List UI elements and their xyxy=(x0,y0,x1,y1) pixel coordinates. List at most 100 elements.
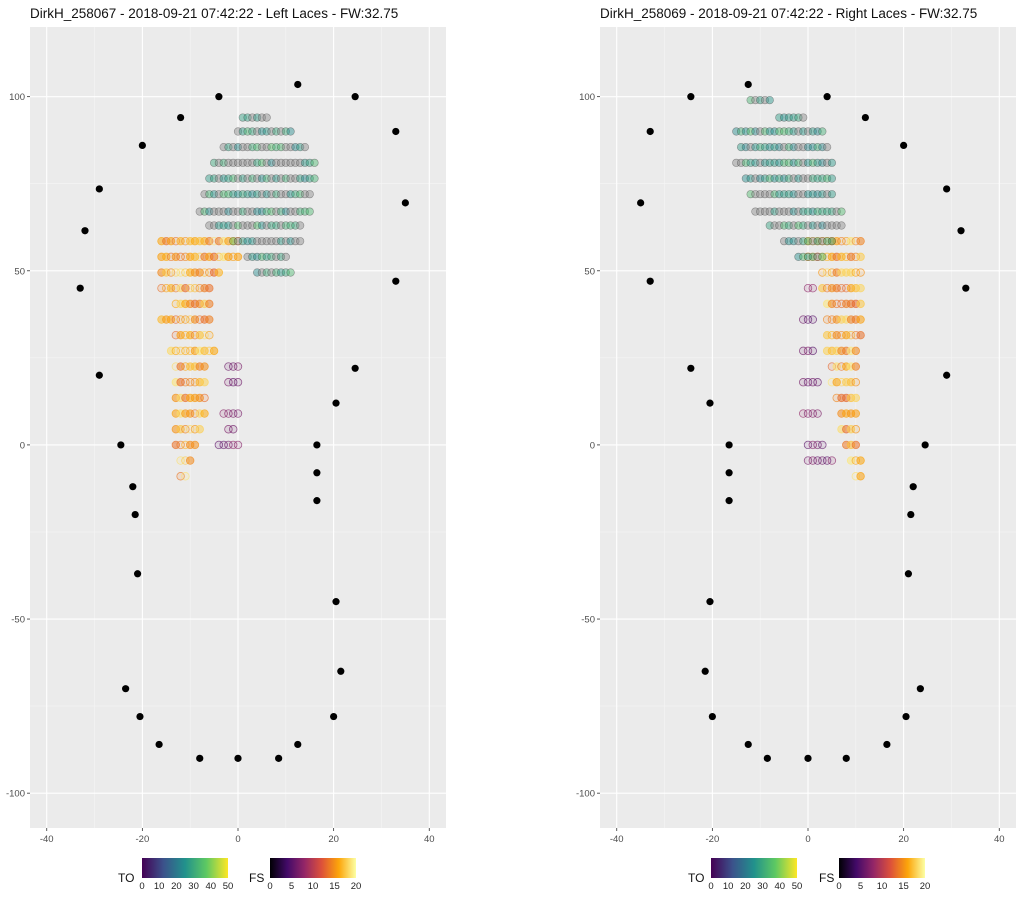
fs-legend-tick: 20 xyxy=(350,881,362,892)
toe-off-point xyxy=(803,190,813,199)
toe-off-point xyxy=(746,96,755,105)
foot-strike-point xyxy=(229,425,238,434)
toe-off-point xyxy=(205,221,214,230)
toe-off-point xyxy=(248,190,257,199)
toe-off-point xyxy=(756,127,765,136)
toe-off-point xyxy=(281,207,290,216)
toe-off-point xyxy=(799,190,808,199)
outline-point xyxy=(957,227,965,235)
toe-off-point xyxy=(219,190,228,199)
outline-point xyxy=(294,740,302,749)
toe-off-point xyxy=(818,127,827,136)
outline-point xyxy=(902,712,910,721)
outline-point xyxy=(76,284,84,292)
y-tick-label: -50 xyxy=(11,615,25,626)
outline-point xyxy=(313,441,321,449)
toe-off-point xyxy=(813,190,822,199)
toe-off-point xyxy=(789,190,798,199)
toe-off-point xyxy=(205,207,214,216)
to-legend-tick: 50 xyxy=(222,881,234,892)
toe-off-point xyxy=(238,190,247,199)
toe-off-point xyxy=(205,174,214,183)
toe-off-point xyxy=(751,174,760,183)
toe-off-point xyxy=(823,158,832,167)
toe-off-point xyxy=(775,143,784,152)
toe-off-point xyxy=(779,158,789,167)
foot-strike-point xyxy=(818,252,827,262)
toe-off-point xyxy=(248,127,257,136)
toe-off-point xyxy=(779,143,789,152)
toe-off-point xyxy=(286,207,295,216)
toe-off-point xyxy=(779,221,789,230)
toe-off-point xyxy=(808,158,817,167)
toe-off-point xyxy=(765,190,774,199)
toe-off-point xyxy=(248,113,257,122)
toe-off-point xyxy=(243,174,252,183)
toe-off-point xyxy=(827,190,837,199)
foot-strike-point xyxy=(818,236,827,246)
foot-strike-point xyxy=(181,315,190,324)
toe-off-point xyxy=(267,127,276,136)
toe-off-point xyxy=(267,143,276,152)
toe-off-point xyxy=(229,143,238,152)
toe-off-point xyxy=(276,252,286,261)
foot-strike-point xyxy=(176,362,185,371)
outline-point xyxy=(138,141,146,150)
foot-strike-point xyxy=(224,252,233,262)
toe-off-point xyxy=(257,237,267,246)
toe-off-point xyxy=(257,252,267,261)
foot-strike-point xyxy=(808,315,817,324)
foot-strike-point xyxy=(171,440,181,450)
foot-strike-point xyxy=(195,425,204,434)
foot-strike-point xyxy=(176,440,185,450)
outline-point xyxy=(330,712,338,721)
foot-strike-point xyxy=(856,268,865,277)
toe-off-point xyxy=(219,143,228,152)
toe-off-point xyxy=(233,158,243,167)
toe-off-point xyxy=(818,237,827,246)
outline-point xyxy=(129,483,137,491)
toe-off-point xyxy=(789,113,798,122)
toe-off-point xyxy=(272,174,281,183)
toe-off-point xyxy=(291,143,300,152)
toe-off-point xyxy=(799,113,808,122)
foot-strike-point xyxy=(229,378,238,387)
toe-off-point xyxy=(257,174,267,183)
foot-strike-point xyxy=(219,440,228,450)
toe-off-point xyxy=(243,143,252,152)
toe-off-point xyxy=(775,207,784,216)
outline-point xyxy=(81,227,89,235)
toe-off-point xyxy=(286,221,295,230)
toe-off-point xyxy=(262,268,271,277)
foot-strike-point xyxy=(190,440,200,450)
toe-off-point xyxy=(741,143,750,152)
to-legend-tick: 30 xyxy=(757,881,768,892)
toe-off-point xyxy=(224,221,233,230)
foot-strike-point xyxy=(813,440,822,450)
toe-off-point xyxy=(770,158,779,167)
foot-strike-point xyxy=(832,378,841,387)
toe-off-point xyxy=(746,158,755,167)
outline-point xyxy=(909,483,917,491)
toe-off-point xyxy=(229,221,238,230)
foot-strike-point xyxy=(195,331,204,340)
foot-strike-point xyxy=(808,378,817,387)
toe-off-point xyxy=(803,158,813,167)
toe-off-point xyxy=(784,207,793,216)
outline-point xyxy=(337,667,345,675)
scatter-plot-right: -40 -20 0 20 40 -100 -50 0 50 100 xyxy=(576,27,1016,845)
outline-point xyxy=(763,754,771,762)
foot-strike-point xyxy=(827,299,837,309)
toe-off-point xyxy=(765,207,774,216)
foot-strike-point xyxy=(162,268,171,277)
foot-strike-point xyxy=(185,283,195,293)
toe-off-point xyxy=(775,174,784,183)
scatter-plot-left: -40 -20 0 20 40 -100 -50 0 50 100 xyxy=(6,27,446,845)
toe-off-point xyxy=(281,237,290,246)
fs-legend-tick: 20 xyxy=(919,881,931,892)
outline-point xyxy=(95,185,103,193)
toe-off-point xyxy=(803,252,813,261)
toe-off-point xyxy=(784,174,793,183)
toe-off-point xyxy=(808,237,817,246)
toe-off-point xyxy=(233,127,243,136)
